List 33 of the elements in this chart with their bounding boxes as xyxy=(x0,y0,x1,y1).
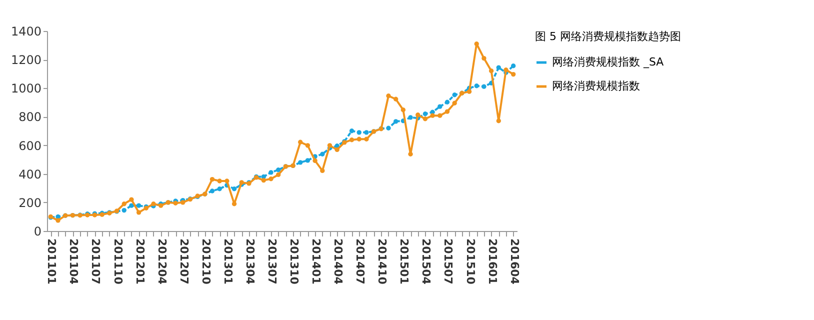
y-tick-label: 200 xyxy=(18,196,42,210)
x-tick-label: 201201 xyxy=(133,238,146,284)
y-tick-label: 1200 xyxy=(10,53,42,68)
x-tick-label: 201101 xyxy=(45,238,58,284)
y-tick-label: 800 xyxy=(18,110,42,124)
x-tick-label: 201104 xyxy=(67,238,80,285)
x-tick-label: 201207 xyxy=(177,238,190,284)
y-tick-label: 1400 xyxy=(10,24,42,38)
text: 图 5 网络消费规模指数趋势图 xyxy=(535,30,681,43)
y-tick-label: 600 xyxy=(18,138,42,153)
x-tick-label: 201310 xyxy=(288,238,301,285)
x-tick-label: 201304 xyxy=(243,238,256,285)
legend-label: 网络消费规模指数 _SA xyxy=(552,56,664,68)
x-tick-label: 201510 xyxy=(464,238,477,285)
x-tick-label: 201501 xyxy=(398,238,411,284)
x-tick-label: 201401 xyxy=(310,238,323,284)
y-tick-label: 1000 xyxy=(10,82,42,96)
x-tick-label: 201204 xyxy=(155,238,168,285)
x-tick-label: 201301 xyxy=(221,238,234,284)
x-tick-label: 201407 xyxy=(354,238,367,284)
y-tick-label: 0 xyxy=(34,224,42,238)
x-tick-label: 201110 xyxy=(111,238,124,285)
legend-label: 网络消费规模指数 xyxy=(552,80,640,92)
x-tick-label: 201307 xyxy=(265,238,278,284)
y-tick-label: 400 xyxy=(18,167,42,182)
x-tick-label: 201507 xyxy=(442,238,455,284)
x-tick-label: 201410 xyxy=(376,238,389,285)
x-tick-label: 201604 xyxy=(508,238,521,285)
x-tick-label: 201404 xyxy=(332,238,345,285)
x-tick-label: 201504 xyxy=(420,238,433,285)
x-tick-label: 201601 xyxy=(486,238,499,284)
x-tick-label: 201210 xyxy=(199,238,212,285)
x-tick-label: 201107 xyxy=(89,238,102,284)
